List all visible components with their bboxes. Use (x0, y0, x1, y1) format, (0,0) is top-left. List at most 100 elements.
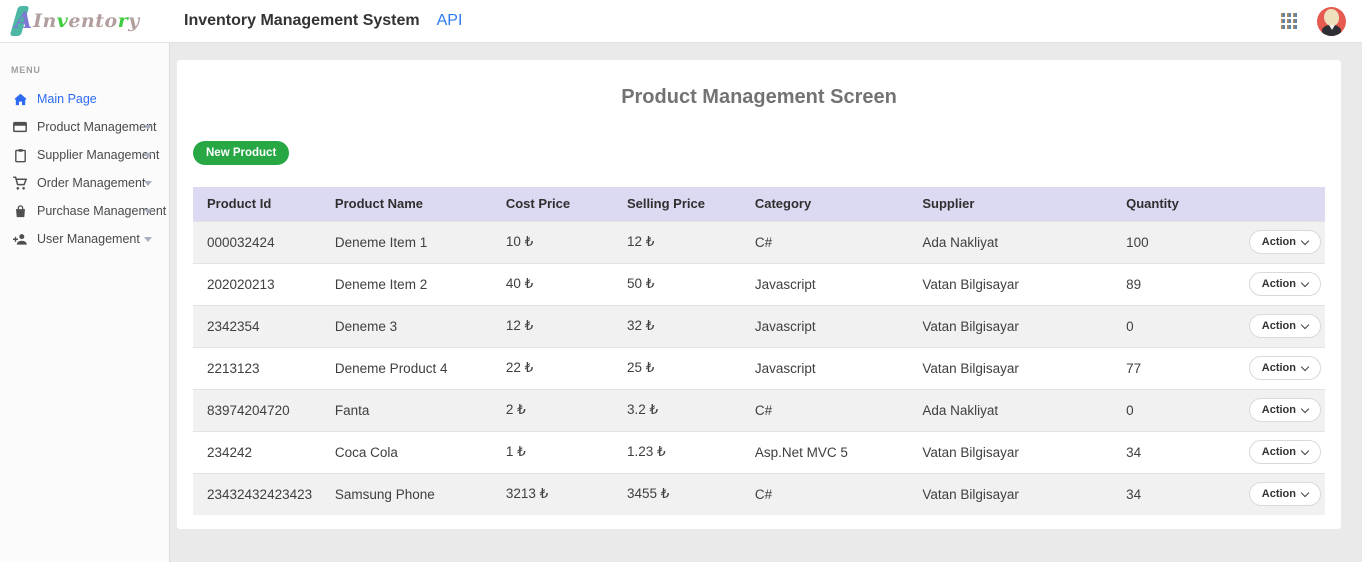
action-label: Action (1261, 404, 1296, 416)
column-header-selling-price: Selling Price (612, 187, 741, 221)
logo-part: y (128, 10, 140, 32)
column-header-category: Category (740, 187, 909, 221)
table-row: 23432432423423 Samsung Phone 3213 ₺ 3455… (193, 472, 1325, 515)
cell-selling-price: 3455 ₺ (612, 472, 741, 515)
top-bar: A Inventory Inventory Management System … (0, 0, 1362, 43)
new-product-button[interactable]: New Product (193, 141, 290, 165)
chevron-down-icon (144, 125, 152, 130)
cell-category: Javascript (740, 346, 909, 389)
sidebar-item-label: Main Page (37, 92, 97, 106)
sidebar-item-main-page[interactable]: Main Page (0, 85, 169, 113)
table-row: 83974204720 Fanta 2 ₺ 3.2 ₺ C# Ada Nakli… (193, 388, 1325, 431)
sidebar-item-product-management[interactable]: Product Management (0, 113, 169, 141)
cell-category: Javascript (740, 304, 909, 347)
cell-category: C# (740, 472, 909, 515)
cell-category: C# (740, 388, 909, 431)
action-label: Action (1261, 236, 1296, 248)
topbar-actions (1281, 0, 1346, 42)
app-logo[interactable]: A Inventory (0, 0, 170, 42)
cell-selling-price: 3.2 ₺ (612, 388, 741, 431)
action-dropdown-button[interactable]: Action (1248, 314, 1321, 338)
sidebar-item-label: User Management (37, 232, 140, 246)
cell-supplier: Vatan Bilgisayar (908, 430, 1113, 473)
logo-a-glyph: A (15, 8, 33, 34)
cell-category: Javascript (740, 262, 909, 305)
page-title: Product Management Screen (621, 86, 897, 108)
chevron-down-icon (144, 153, 152, 158)
cell-supplier: Ada Nakliyat (908, 388, 1113, 431)
logo-wordmark: Inventory (33, 10, 140, 32)
cell-category: Asp.Net MVC 5 (740, 430, 909, 473)
cell-selling-price: 12 ₺ (612, 220, 741, 263)
cell-quantity: 34 (1112, 472, 1227, 515)
cell-product-name: Deneme Item 2 (320, 262, 492, 305)
table-row: 202020213 Deneme Item 2 40 ₺ 50 ₺ Javasc… (193, 262, 1325, 305)
table-row: 000032424 Deneme Item 1 10 ₺ 12 ₺ C# Ada… (193, 220, 1325, 263)
cell-quantity: 77 (1112, 346, 1227, 389)
cell-cost-price: 1 ₺ (491, 430, 613, 473)
cell-quantity: 0 (1112, 388, 1227, 431)
action-label: Action (1261, 278, 1296, 290)
action-dropdown-button[interactable]: Action (1248, 230, 1321, 254)
table-row: 234242 Coca Cola 1 ₺ 1.23 ₺ Asp.Net MVC … (193, 430, 1325, 473)
sidebar-item-label: Supplier Management (37, 148, 160, 162)
user-avatar[interactable] (1317, 6, 1346, 36)
avatar-collar (1329, 24, 1335, 30)
cell-product-id: 234242 (193, 430, 321, 473)
cell-product-id: 202020213 (193, 262, 321, 305)
menu-section-label: MENU (11, 65, 41, 75)
table-row: 2342354 Deneme 3 12 ₺ 32 ₺ Javascript Va… (193, 304, 1325, 347)
action-label: Action (1261, 320, 1296, 332)
cell-cost-price: 22 ₺ (491, 346, 613, 389)
action-dropdown-button[interactable]: Action (1248, 272, 1321, 296)
sidebar-item-label: Purchase Management (37, 204, 167, 218)
sidebar-item-purchase-management[interactable]: Purchase Management (0, 197, 169, 225)
products-table: Product Id Product Name Cost Price Selli… (193, 187, 1325, 515)
cell-selling-price: 50 ₺ (612, 262, 741, 305)
action-label: Action (1261, 488, 1296, 501)
logo-part: v (56, 10, 69, 32)
api-link[interactable]: API (436, 12, 463, 29)
cell-cost-price: 3213 ₺ (491, 472, 613, 515)
sidebar: MENU Main Page Product Management Suppli… (0, 43, 170, 562)
column-header-supplier: Supplier (908, 187, 1113, 221)
sidebar-item-order-management[interactable]: Order Management (0, 169, 169, 197)
chevron-down-icon (1300, 362, 1310, 371)
logo-part: In (33, 10, 57, 32)
chevron-down-icon (1300, 404, 1310, 413)
logo-part: r (117, 10, 129, 32)
action-dropdown-button[interactable]: Action (1248, 398, 1321, 422)
cell-quantity: 34 (1112, 430, 1227, 473)
chevron-down-icon (144, 237, 152, 242)
avatar-hair (1324, 8, 1339, 26)
avatar-suit (1322, 24, 1341, 36)
sidebar-item-user-management[interactable]: User Management (0, 225, 169, 253)
apps-grid-icon[interactable] (1281, 13, 1297, 29)
table-header-row: Product Id Product Name Cost Price Selli… (193, 187, 1325, 221)
cell-product-name: Fanta (320, 388, 492, 431)
app-title: Inventory Management System (184, 12, 420, 29)
sidebar-item-supplier-management[interactable]: Supplier Management (0, 141, 169, 169)
chevron-down-icon (1300, 320, 1310, 329)
main-content: Product Management Screen New Product Pr… (170, 43, 1362, 562)
logo-part: ento (68, 10, 118, 32)
cart-icon (12, 175, 28, 191)
inventory-logo: A Inventory (9, 4, 140, 38)
cell-product-name: Deneme Item 1 (320, 220, 492, 263)
sidebar-item-label: Product Management (37, 120, 157, 134)
cell-supplier: Vatan Bilgisayar (908, 304, 1113, 347)
action-dropdown-button[interactable]: Action (1248, 356, 1321, 380)
cell-product-id: 2213123 (193, 346, 321, 389)
card-icon (12, 119, 28, 135)
chevron-down-icon (144, 181, 152, 186)
bag-icon (12, 203, 28, 219)
cell-cost-price: 40 ₺ (491, 262, 613, 305)
cell-product-id: 2342354 (193, 304, 321, 347)
action-dropdown-button[interactable]: Action (1248, 482, 1321, 507)
sidebar-item-label: Order Management (37, 176, 146, 190)
cell-cost-price: 10 ₺ (491, 220, 613, 263)
action-dropdown-button[interactable]: Action (1248, 440, 1321, 464)
action-label: Action (1261, 362, 1296, 374)
table-row: 2213123 Deneme Product 4 22 ₺ 25 ₺ Javas… (193, 346, 1325, 389)
cell-quantity: 89 (1112, 262, 1227, 305)
